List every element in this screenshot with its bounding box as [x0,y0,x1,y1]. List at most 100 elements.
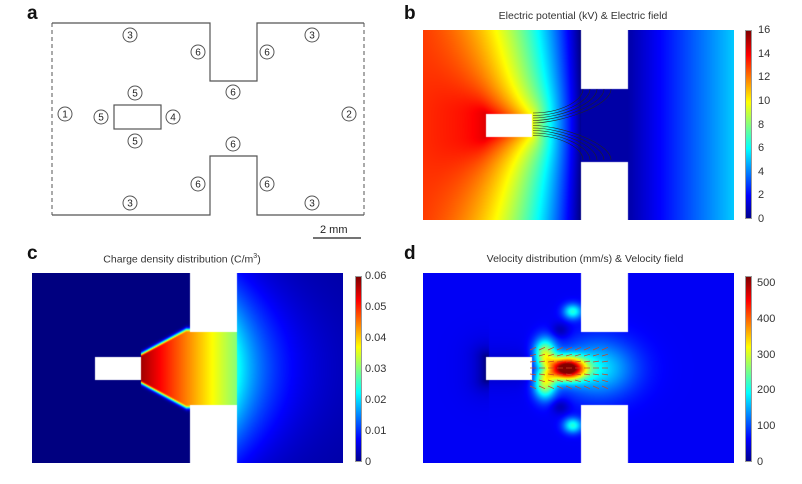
velocity-arrow [574,360,582,363]
colorbar-tick-label: 0 [757,456,764,468]
boundary-label: 6 [259,176,275,192]
velocity-arrow [529,373,537,376]
velocity-arrow [592,353,600,357]
velocity-arrow [538,379,546,383]
colorbar-tick-label: 100 [757,420,776,433]
velocity-arrow [556,385,564,390]
electric-field-line [532,88,584,114]
velocity-arrow [538,353,546,357]
velocity-arrow [529,360,537,363]
boundary-label: 3 [122,27,138,43]
velocity-arrow [583,353,591,357]
colorbar-tick-label: 10 [758,94,771,107]
velocity-arrow [583,385,591,390]
colorbar-tick-label: 400 [757,312,776,325]
boundary-label: 6 [225,84,241,100]
velocity-arrow [529,353,537,357]
velocity-arrow [592,346,600,351]
velocity-arrow [574,385,582,390]
velocity-arrow [547,346,555,351]
velocity-arrow [538,385,546,390]
colorbar-tick-label: 14 [758,47,771,60]
boundary-label: 2 [341,106,357,122]
velocity-arrow [601,379,609,383]
colorbar-tick-label: 0.03 [365,363,387,375]
velocity-arrow [556,379,564,383]
electric-field-line [532,125,612,161]
velocity-arrow [592,360,600,363]
panel-c-colorbar [355,276,362,462]
velocity-arrow [592,385,600,390]
velocity-arrow [592,379,600,383]
panel-c-title: Charge density distribution (C/m3) [103,253,261,266]
colorbar-tick-label: 0 [758,213,765,225]
panel-d-colorbar [745,276,752,462]
colorbar-tick-label: 0 [365,456,372,468]
velocity-arrow [565,373,573,376]
boundary-label: 3 [304,27,320,43]
velocity-arrow [556,353,564,357]
colorbar-tick-label: 6 [758,142,765,155]
colorbar-tick-label: 0.02 [365,394,387,406]
charge-density-map [32,273,343,463]
boundary-label: 4 [165,109,181,125]
velocity-arrow [574,353,582,357]
boundary-label: 1 [57,106,73,122]
velocity-arrow [583,373,591,376]
electric-field-line [532,88,598,119]
electric-field-line [532,130,598,161]
colorbar-tick-label: 8 [758,118,765,131]
boundary-label: 6 [225,136,241,152]
velocity-arrow [529,346,537,351]
velocity-arrow [547,373,555,376]
electric-potential-map [423,30,734,220]
electric-field-line [532,127,605,161]
colorbar-tick-label: 200 [757,384,776,397]
panel-b-colorbar [745,30,752,219]
velocity-arrow [592,373,600,376]
velocity-arrow [538,360,546,363]
velocity-arrow [565,353,573,357]
colorbar-tick-label: 0.05 [365,301,387,313]
velocity-arrow [574,346,582,351]
electric-field-line [532,135,584,161]
velocity-arrow [547,353,555,357]
colorbar-tick-label: 16 [758,24,771,36]
velocity-arrow [574,373,582,376]
velocity-arrow [529,385,537,390]
velocity-arrow [574,379,582,383]
velocity-arrow [565,360,573,363]
colorbar-tick-label: 0.01 [365,425,387,437]
scale-bar-label: 2 mm [320,224,348,236]
panel-c-label: c [27,243,38,264]
colorbar-tick-label: 2 [758,189,765,202]
electric-field-line [532,132,591,161]
colorbar-tick-label: 500 [757,277,776,290]
panel-b-title: Electric potential (kV) & Electric field [498,10,668,22]
velocity-arrow [538,373,546,376]
boundary-label: 3 [122,195,138,211]
velocity-arrow [583,360,591,363]
velocity-arrow [601,353,609,357]
boundary-label: 6 [259,44,275,60]
colorbar-tick-label: 0.06 [365,270,387,282]
panel-d-label: d [404,243,416,264]
velocity-arrow [565,385,573,390]
boundary-label: 5 [127,133,143,149]
velocity-arrow [547,379,555,383]
velocity-arrow [556,360,564,363]
velocity-arrow [583,379,591,383]
velocity-arrow [601,360,609,363]
panel-a-label: a [27,3,38,24]
velocity-arrow [601,385,609,390]
boundary-label: 5 [127,85,143,101]
electric-field-line [532,88,612,124]
velocity-arrow [547,360,555,363]
panel-b-label: b [404,3,416,24]
colorbar-tick-label: 4 [758,165,765,178]
boundary-label: 3 [304,195,320,211]
colorbar-tick-label: 12 [758,71,771,84]
velocity-arrow [556,346,564,351]
velocity-arrow [601,346,609,351]
